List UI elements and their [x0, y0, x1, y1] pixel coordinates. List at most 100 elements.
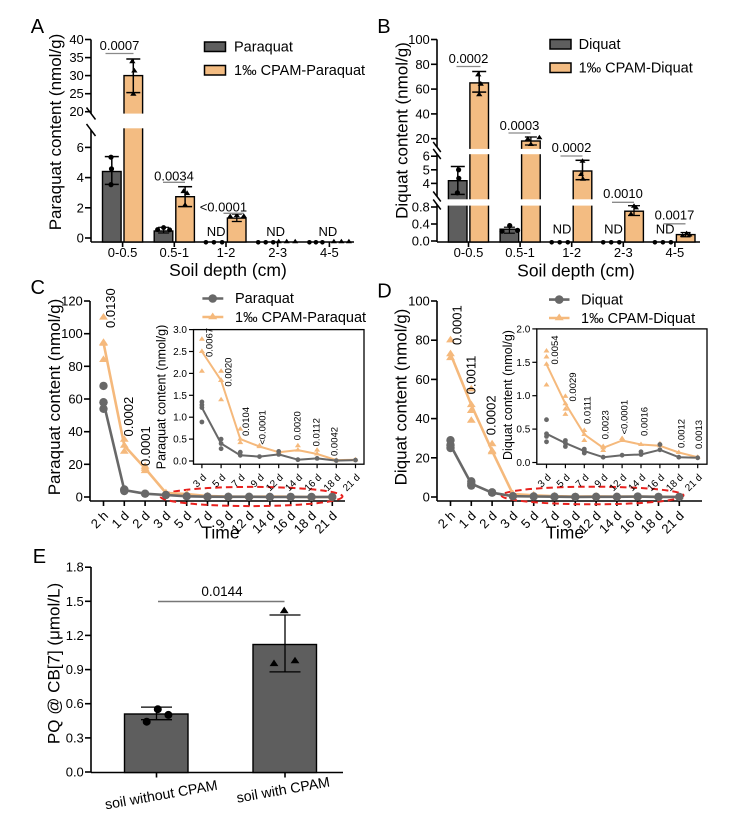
svg-text:100: 100	[408, 294, 430, 309]
svg-text:6: 6	[77, 140, 84, 155]
svg-text:<0.0001: <0.0001	[200, 199, 247, 214]
svg-text:0: 0	[423, 490, 430, 505]
svg-text:80: 80	[415, 333, 429, 348]
svg-text:80: 80	[415, 57, 429, 72]
svg-text:0.0010: 0.0010	[603, 186, 643, 201]
svg-text:0.0001: 0.0001	[450, 305, 465, 345]
svg-text:30: 30	[69, 68, 83, 83]
svg-text:1.2: 1.2	[66, 628, 84, 643]
svg-text:ND: ND	[604, 222, 623, 237]
svg-text:0.5: 0.5	[173, 435, 187, 446]
svg-text:1.5: 1.5	[66, 594, 84, 609]
svg-text:0.0112: 0.0112	[311, 418, 322, 446]
svg-text:Paraquat content (nmol/g): Paraquat content (nmol/g)	[155, 325, 169, 470]
svg-text:E: E	[33, 546, 46, 568]
svg-text:2: 2	[77, 200, 84, 215]
svg-text:Diquat content (nmol/g): Diquat content (nmol/g)	[501, 330, 515, 460]
svg-text:0.0: 0.0	[66, 765, 84, 780]
svg-text:0.0029: 0.0029	[568, 372, 579, 401]
svg-text:1.5: 1.5	[516, 358, 530, 369]
svg-text:4: 4	[423, 176, 430, 191]
svg-text:0.0: 0.0	[412, 234, 430, 249]
svg-text:0.0: 0.0	[173, 457, 187, 468]
svg-text:0.0020: 0.0020	[292, 411, 303, 440]
svg-text:Diquat content (nmol/g): Diquat content (nmol/g)	[393, 42, 412, 219]
svg-text:0.0104: 0.0104	[241, 407, 252, 436]
svg-text:0.0144: 0.0144	[201, 584, 243, 599]
svg-text:Time: Time	[201, 523, 239, 543]
svg-text:0: 0	[77, 231, 84, 246]
svg-text:Paraquat content (nmol/g): Paraquat content (nmol/g)	[46, 34, 65, 231]
svg-text:A: A	[31, 16, 45, 38]
svg-text:0.0012: 0.0012	[677, 419, 688, 448]
svg-text:D: D	[377, 280, 391, 302]
svg-text:0.0007: 0.0007	[100, 38, 140, 53]
svg-text:Soil depth (cm): Soil depth (cm)	[169, 260, 287, 280]
svg-text:6: 6	[423, 149, 430, 164]
svg-text:Paraquat: Paraquat	[234, 40, 293, 56]
svg-text:20: 20	[415, 450, 429, 465]
svg-text:Time: Time	[546, 523, 584, 543]
svg-text:0.3: 0.3	[66, 730, 84, 745]
svg-text:C: C	[31, 277, 45, 299]
svg-text:0.0054: 0.0054	[550, 335, 561, 364]
svg-text:ND: ND	[553, 222, 572, 237]
svg-text:ND: ND	[207, 224, 226, 239]
svg-text:2.0: 2.0	[516, 324, 530, 335]
svg-text:0.0017: 0.0017	[655, 207, 695, 222]
svg-text:1‰ CPAM-Paraquat: 1‰ CPAM-Paraquat	[235, 310, 366, 326]
svg-text:2-3: 2-3	[614, 245, 633, 260]
svg-text:40: 40	[68, 424, 82, 439]
svg-text:40: 40	[415, 106, 429, 121]
svg-text:60: 60	[415, 82, 429, 97]
svg-text:0.0011: 0.0011	[463, 356, 478, 395]
svg-text:20: 20	[69, 104, 83, 119]
svg-text:Diquat: Diquat	[579, 37, 621, 53]
svg-text:20: 20	[415, 131, 429, 146]
svg-text:Paraquat content (nmol/g): Paraquat content (nmol/g)	[45, 299, 64, 496]
svg-text:1-2: 1-2	[562, 245, 581, 260]
svg-text:2-3: 2-3	[268, 245, 287, 260]
svg-text:Soil depth (cm): Soil depth (cm)	[517, 261, 635, 281]
svg-text:0.0002: 0.0002	[483, 395, 498, 435]
svg-text:0.5-1: 0.5-1	[505, 245, 535, 260]
svg-text:0.0001: 0.0001	[138, 426, 153, 466]
svg-text:4-5: 4-5	[666, 245, 685, 260]
svg-text:1‰ CPAM-Diquat: 1‰ CPAM-Diquat	[581, 311, 695, 327]
svg-text:40: 40	[415, 411, 429, 426]
svg-text:0.9: 0.9	[66, 662, 84, 677]
svg-text:Diquat: Diquat	[581, 292, 623, 308]
svg-text:40: 40	[69, 32, 83, 47]
svg-text:0.0023: 0.0023	[601, 410, 612, 439]
svg-text:0.0042: 0.0042	[330, 427, 341, 456]
svg-text:0.0034: 0.0034	[154, 168, 194, 183]
svg-text:ND: ND	[266, 224, 285, 239]
svg-text:80: 80	[68, 359, 82, 374]
svg-text:0.0002: 0.0002	[552, 140, 592, 155]
svg-text:1.0: 1.0	[516, 391, 530, 402]
svg-text:0.0013: 0.0013	[694, 420, 705, 449]
svg-text:PQ @ CB[7] (μmol/L): PQ @ CB[7] (μmol/L)	[45, 583, 64, 744]
svg-text:0.0: 0.0	[516, 458, 530, 469]
svg-text:0.6: 0.6	[66, 696, 84, 711]
svg-text:0.0020: 0.0020	[224, 358, 235, 387]
svg-text:4: 4	[77, 170, 84, 185]
svg-text:0.0111: 0.0111	[583, 396, 594, 424]
svg-text:0.0016: 0.0016	[640, 407, 651, 436]
svg-text:20: 20	[68, 457, 82, 472]
svg-text:Paraquat: Paraquat	[235, 291, 294, 307]
svg-text:<0.0001: <0.0001	[258, 410, 269, 445]
svg-text:0.5: 0.5	[516, 425, 530, 436]
svg-text:0-0.5: 0-0.5	[454, 245, 484, 260]
svg-text:0.4: 0.4	[412, 217, 430, 232]
svg-text:Diquat content (nmol/g): Diquat content (nmol/g)	[392, 309, 411, 486]
svg-text:0.0002: 0.0002	[449, 51, 489, 66]
svg-text:1.8: 1.8	[66, 560, 84, 575]
svg-text:0.5-1: 0.5-1	[159, 245, 189, 260]
svg-text:1‰ CPAM-Diquat: 1‰ CPAM-Diquat	[579, 61, 693, 77]
svg-text:25: 25	[69, 86, 83, 101]
svg-text:0.8: 0.8	[412, 200, 430, 215]
svg-text:35: 35	[69, 50, 83, 65]
svg-text:1.0: 1.0	[173, 413, 187, 424]
svg-text:ND: ND	[656, 222, 675, 237]
